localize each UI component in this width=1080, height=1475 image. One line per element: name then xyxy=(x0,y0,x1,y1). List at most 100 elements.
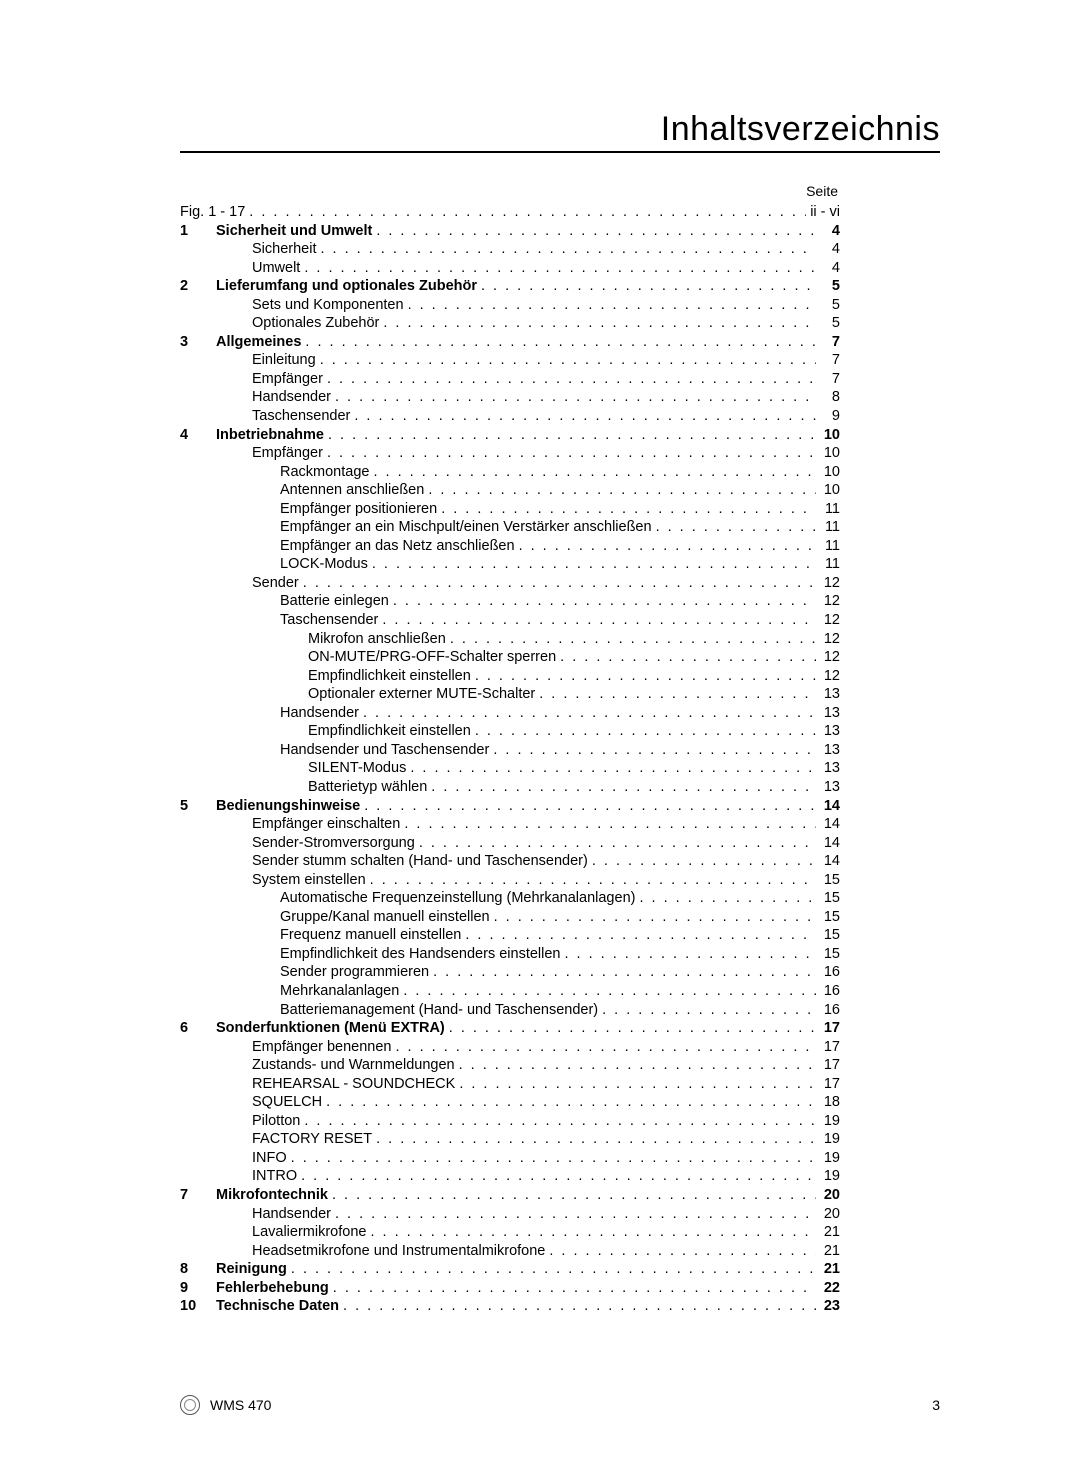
toc-leader-dots xyxy=(449,1019,816,1038)
toc-label: Taschensender xyxy=(216,407,350,426)
toc-row: Handsender und Taschensender 13 xyxy=(180,741,840,760)
toc-label: Antennen anschließen xyxy=(216,481,424,500)
toc-leader-dots xyxy=(433,963,816,982)
brand-logo-icon xyxy=(180,1395,200,1415)
toc-leader-dots xyxy=(403,982,816,1001)
toc-page: 19 xyxy=(820,1112,840,1131)
toc-label: SQUELCH xyxy=(216,1093,322,1112)
toc-row: System einstellen15 xyxy=(180,871,840,890)
toc-page: 21 xyxy=(820,1260,840,1279)
toc-label: Batterie einlegen xyxy=(216,592,389,611)
toc-leader-dots xyxy=(419,834,816,853)
toc-page: 14 xyxy=(820,852,840,871)
footer-model: WMS 470 xyxy=(210,1397,271,1413)
toc-page: 14 xyxy=(820,834,840,853)
toc-label: Zustands- und Warnmeldungen xyxy=(216,1056,455,1075)
toc-leader-dots xyxy=(382,611,816,630)
toc-label: Empfänger an das Netz anschließen xyxy=(216,537,515,556)
toc-row: INFO19 xyxy=(180,1149,840,1168)
toc-row: ON-MUTE/PRG-OFF-Schalter sperren12 xyxy=(180,648,840,667)
toc-page: 15 xyxy=(820,945,840,964)
toc-row: Sender stumm schalten (Hand- und Taschen… xyxy=(180,852,840,871)
toc-number: 7 xyxy=(180,1186,216,1205)
toc-leader-dots xyxy=(301,1167,816,1186)
toc-row: Sender-Stromversorgung14 xyxy=(180,834,840,853)
toc-row: Frequenz manuell einstellen15 xyxy=(180,926,840,945)
toc-label: Inbetriebnahme xyxy=(216,426,324,445)
toc-page: 7 xyxy=(820,370,840,389)
toc-leader-dots xyxy=(354,407,816,426)
page-footer: WMS 470 3 xyxy=(180,1395,940,1415)
toc-label: Batteriemanagement (Hand- und Taschensen… xyxy=(216,1001,598,1020)
toc-leader-dots xyxy=(519,537,816,556)
toc-label: Mehrkanalanlagen xyxy=(216,982,399,1001)
toc-label: Pilotton xyxy=(216,1112,300,1131)
toc-leader-dots xyxy=(376,1130,816,1149)
toc-page: 15 xyxy=(820,926,840,945)
toc-row: Batterie einlegen12 xyxy=(180,592,840,611)
toc-leader-dots xyxy=(376,222,816,241)
toc-row: Mikrofon anschließen12 xyxy=(180,630,840,649)
toc-page: 13 xyxy=(820,778,840,797)
toc-leader-dots xyxy=(431,778,816,797)
toc-leader-dots xyxy=(459,1075,816,1094)
toc-row: 1Sicherheit und Umwelt4 xyxy=(180,222,840,241)
toc-leader-dots xyxy=(328,426,816,445)
toc-leader-dots xyxy=(249,203,806,222)
toc-row: Sender programmieren16 xyxy=(180,963,840,982)
toc-page: 11 xyxy=(820,500,840,519)
toc-row: Empfänger10 xyxy=(180,444,840,463)
toc-page: 19 xyxy=(820,1149,840,1168)
toc-label: Empfänger benennen xyxy=(216,1038,391,1057)
toc-row: Sender12 xyxy=(180,574,840,593)
toc-page: 12 xyxy=(820,648,840,667)
toc-page: 14 xyxy=(820,797,840,816)
toc-row: Optionaler externer MUTE-Schalter13 xyxy=(180,685,840,704)
toc-page: ii - vi xyxy=(810,203,840,222)
toc-leader-dots xyxy=(320,240,816,259)
toc-row: Rackmontage10 xyxy=(180,463,840,482)
toc-row: Taschensender 9 xyxy=(180,407,840,426)
toc-row: 6Sonderfunktionen (Menü EXTRA)17 xyxy=(180,1019,840,1038)
toc-label: Reinigung xyxy=(216,1260,287,1279)
toc-label: Rackmontage xyxy=(216,463,369,482)
toc-page: 9 xyxy=(820,407,840,426)
toc-label: Sender xyxy=(216,574,299,593)
toc-number: 5 xyxy=(180,797,216,816)
toc-leader-dots xyxy=(639,889,816,908)
toc-leader-dots xyxy=(370,1223,816,1242)
toc-row: Mehrkanalanlagen16 xyxy=(180,982,840,1001)
page-title: Inhaltsverzeichnis xyxy=(180,110,940,153)
toc-row: REHEARSAL - SOUNDCHECK17 xyxy=(180,1075,840,1094)
toc-leader-dots xyxy=(320,351,816,370)
toc-row: 5Bedienungshinweise14 xyxy=(180,797,840,816)
toc-row: Umwelt4 xyxy=(180,259,840,278)
toc-row: Batteriemanagement (Hand- und Taschensen… xyxy=(180,1001,840,1020)
toc-label: Sender stumm schalten (Hand- und Taschen… xyxy=(216,852,588,871)
toc-row: Optionales Zubehör5 xyxy=(180,314,840,333)
toc-page: 15 xyxy=(820,908,840,927)
toc-page: 10 xyxy=(820,444,840,463)
toc-label: Handsender und Taschensender xyxy=(216,741,489,760)
toc-page: 19 xyxy=(820,1130,840,1149)
toc-page: 22 xyxy=(820,1279,840,1298)
toc-page: 13 xyxy=(820,704,840,723)
toc-page: 21 xyxy=(820,1242,840,1261)
toc-page: 10 xyxy=(820,481,840,500)
toc-number: 9 xyxy=(180,1279,216,1298)
toc-page: 7 xyxy=(820,333,840,352)
toc-label: REHEARSAL - SOUNDCHECK xyxy=(216,1075,455,1094)
toc-row: Empfänger einschalten14 xyxy=(180,815,840,834)
toc-number: 8 xyxy=(180,1260,216,1279)
toc-row: Handsender20 xyxy=(180,1205,840,1224)
toc-row: Einleitung7 xyxy=(180,351,840,370)
toc-label: Taschensender xyxy=(216,611,378,630)
toc-page: 16 xyxy=(820,1001,840,1020)
toc-label: Sonderfunktionen (Menü EXTRA) xyxy=(216,1019,445,1038)
toc-row: FACTORY RESET19 xyxy=(180,1130,840,1149)
toc-leader-dots xyxy=(565,945,817,964)
toc-page: 13 xyxy=(820,741,840,760)
toc-leader-dots xyxy=(291,1260,816,1279)
title-wrap: Inhaltsverzeichnis xyxy=(180,110,940,153)
toc-row: Handsender13 xyxy=(180,704,840,723)
